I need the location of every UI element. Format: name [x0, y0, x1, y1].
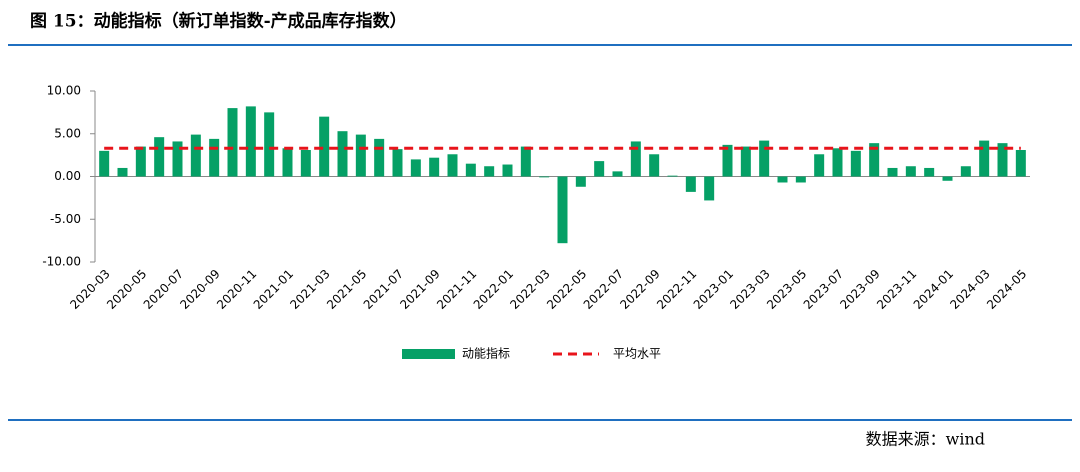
bar — [594, 161, 605, 177]
bar — [905, 166, 916, 177]
bar — [392, 149, 403, 177]
legend-label: 平均水平 — [613, 347, 661, 361]
source: 数据来源：wind — [866, 430, 985, 449]
bar — [264, 112, 275, 177]
bar — [850, 150, 861, 177]
bar — [869, 143, 880, 177]
bar — [612, 171, 623, 177]
y-tick-label: -5.00 — [50, 212, 81, 226]
bar — [172, 141, 183, 177]
bar — [777, 176, 788, 183]
bar — [649, 154, 660, 177]
bar — [300, 149, 311, 177]
bar — [209, 138, 220, 177]
y-tick-label: 5.00 — [54, 126, 81, 140]
legend-label: 动能指标 — [462, 346, 510, 361]
y-tick-label: -10.00 — [42, 255, 81, 269]
bar — [1015, 149, 1026, 177]
bar — [924, 167, 935, 177]
bar — [245, 106, 256, 177]
bar — [429, 157, 440, 177]
bar — [960, 166, 971, 177]
bar — [190, 134, 201, 177]
bar — [557, 176, 568, 244]
bar — [410, 159, 421, 177]
bar — [997, 143, 1008, 177]
bar — [502, 164, 513, 177]
bar — [99, 150, 110, 177]
bar — [832, 148, 843, 177]
bar — [722, 144, 733, 177]
bar — [135, 146, 146, 177]
bar — [814, 154, 825, 177]
x-tick-label: 2024-05 — [984, 267, 1029, 312]
bar — [740, 146, 751, 177]
bar — [759, 140, 770, 177]
bar — [887, 167, 898, 177]
bar — [282, 148, 293, 177]
bar — [484, 166, 495, 177]
bar — [520, 146, 531, 177]
bar — [337, 131, 348, 177]
bar — [227, 108, 238, 177]
bar — [942, 176, 953, 181]
bar — [319, 116, 330, 177]
bar — [539, 176, 550, 178]
bar — [979, 140, 990, 177]
bar — [667, 175, 678, 177]
bar — [117, 167, 128, 177]
bar — [355, 134, 366, 177]
chart-title: 图 15：动能指标（新订单指数-产成品库存指数） — [30, 11, 407, 32]
bar — [447, 154, 458, 177]
bar — [575, 176, 586, 187]
bar — [374, 138, 385, 177]
bar — [704, 176, 715, 201]
y-tick-label: 0.00 — [54, 169, 81, 183]
legend-swatch — [402, 349, 455, 359]
bar — [630, 141, 641, 177]
y-tick-label: 10.00 — [47, 84, 81, 98]
bar — [795, 176, 806, 183]
bar — [154, 137, 165, 177]
bar — [685, 176, 696, 192]
bar — [465, 163, 476, 177]
